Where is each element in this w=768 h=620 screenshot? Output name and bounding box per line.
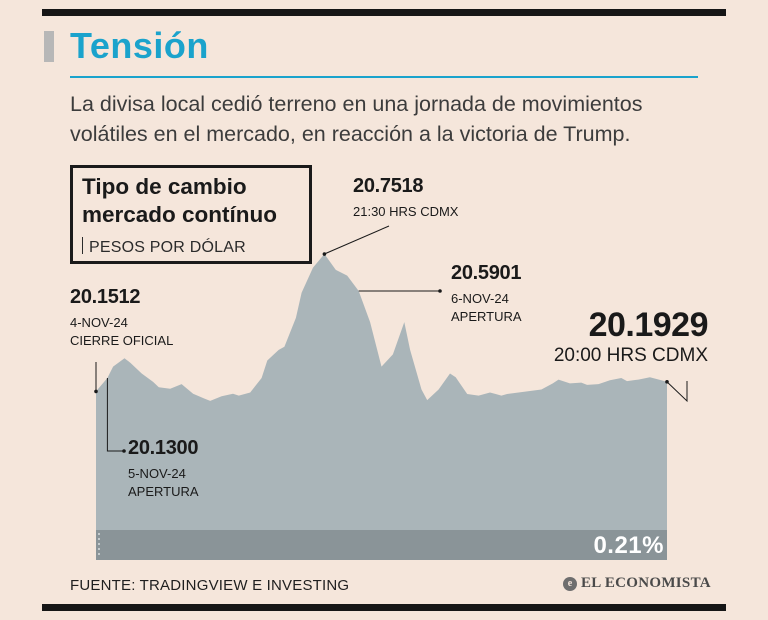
leader-peak (324, 225, 390, 255)
brand-name: EL ECONOMISTA (581, 575, 711, 591)
legend-box: Tipo de cambio mercado contínuo PESOS PO… (70, 165, 312, 264)
leader-last-dot (665, 380, 669, 384)
unit-label: PESOS POR DÓLAR (89, 239, 246, 256)
bottom-rule (42, 604, 726, 611)
last-value: 20.1929 (588, 306, 709, 344)
close-nov4-value: 20.1512 (70, 286, 141, 308)
annotation-leaders (94, 225, 688, 453)
peak-value: 20.7518 (353, 175, 424, 197)
legend-title-line2: mercado contínuo (82, 202, 278, 227)
open-nov6-value: 20.5901 (451, 262, 522, 284)
leader-open-nov6-dot (438, 289, 442, 293)
leader-peak-dot (322, 252, 327, 256)
page-subtitle: La divisa local cedió terreno en una jor… (70, 92, 643, 146)
page-title: Tensión (70, 25, 209, 66)
title-marker (44, 31, 54, 62)
annotation-peak: 20.7518 21:30 HRS CDMX (353, 175, 458, 221)
brand-e-icon: e (563, 576, 577, 591)
legend-unit: PESOS POR DÓLAR (82, 237, 246, 257)
legend-title-line1: Tipo de cambio (82, 174, 247, 199)
close-nov4-note: CIERRE OFICIAL (70, 333, 174, 348)
peak-time: 21:30 HRS CDMX (353, 204, 459, 219)
leader-last (666, 381, 688, 403)
open-nov5-note: APERTURA (128, 484, 199, 499)
open-nov6-note: APERTURA (451, 309, 522, 324)
legend-box-title: Tipo de cambio mercado contínuo (82, 173, 277, 229)
leader-close-nov4-dot (94, 389, 98, 394)
top-rule (42, 9, 726, 16)
exchange-rate-area (96, 254, 667, 560)
annotation-last: 20.1929 20:00 HRS CDMX (553, 306, 709, 367)
annotation-open-nov6: 20.5901 6-NOV-24 APERTURA (451, 262, 522, 326)
last-time: 20:00 HRS CDMX (553, 345, 708, 366)
close-nov4-date: 4-NOV-24 (70, 315, 128, 330)
brand-logo: e EL ECONOMISTA (563, 575, 711, 592)
annotation-close-nov4: 20.1512 4-NOV-24 CIERRE OFICIAL (70, 286, 173, 350)
source-note: FUENTE: TRADINGVIEW E INVESTING (70, 577, 350, 594)
unit-separator (82, 237, 83, 254)
change-band (96, 530, 667, 560)
leader-open-nov5 (106, 378, 124, 452)
title-underline (70, 76, 698, 78)
open-nov5-date: 5-NOV-24 (128, 466, 186, 481)
leader-open-nov5-dot (122, 449, 126, 453)
open-nov6-date: 6-NOV-24 (451, 291, 509, 306)
open-nov5-value: 20.1300 (128, 437, 199, 459)
annotation-open-nov5: 20.1300 5-NOV-24 APERTURA (128, 437, 199, 501)
change-percent: 0.21% (593, 532, 664, 559)
